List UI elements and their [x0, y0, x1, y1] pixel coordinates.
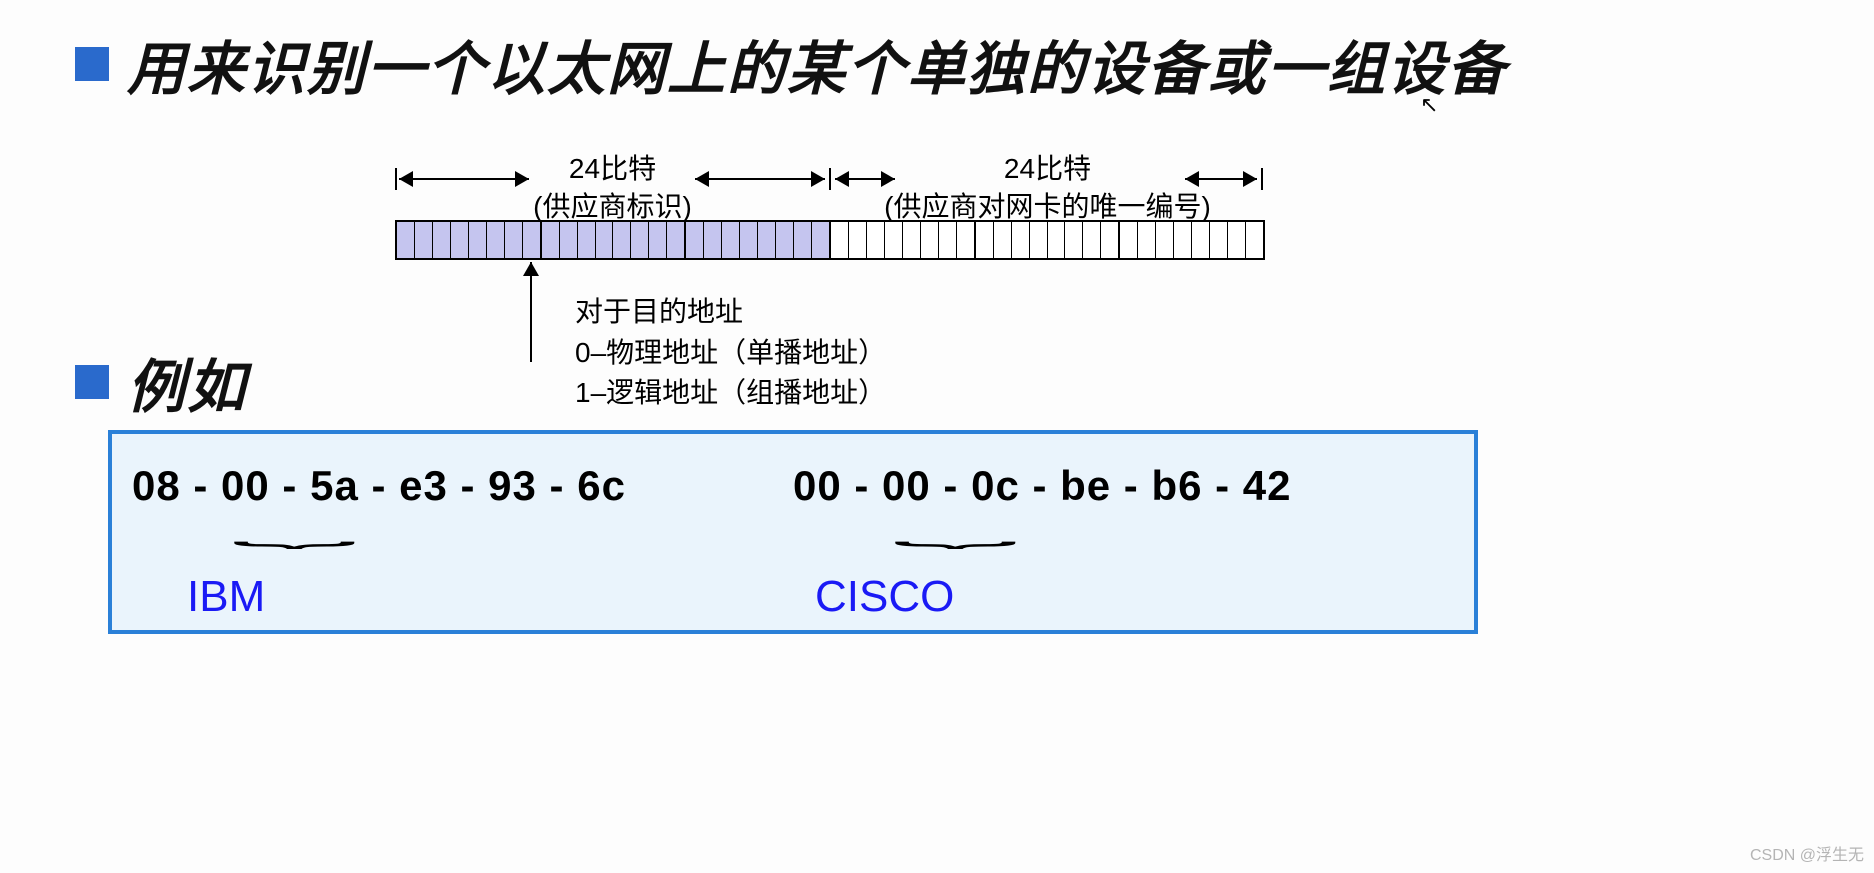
bit-tick	[1101, 222, 1118, 258]
dimension-arrows	[395, 178, 1265, 180]
bit-tick	[415, 222, 433, 258]
bit-tick	[523, 222, 540, 258]
bit-tick	[1174, 222, 1192, 258]
bit-tick	[613, 222, 631, 258]
bit-tick	[1156, 222, 1174, 258]
example-bullet: 例如	[75, 340, 247, 424]
right-bits: 24比特	[830, 150, 1265, 188]
watermark: CSDN @浮生无	[1750, 841, 1864, 865]
bit-tick	[1138, 222, 1156, 258]
bit-ruler	[395, 220, 1265, 260]
bit-tick	[994, 222, 1012, 258]
bit-tick	[649, 222, 667, 258]
bullet-icon	[75, 47, 109, 81]
brace-icon: ⏟	[893, 511, 1018, 549]
bit-tick	[740, 222, 758, 258]
byte-cell	[397, 222, 540, 258]
bit-tick	[776, 222, 794, 258]
annotation-text: 对于目的地址 0–物理地址（单播地址） 1–逻辑地址（组播地址）	[575, 292, 886, 414]
mac-address: 00 - 00 - 0c - be - b6 - 42	[793, 462, 1454, 510]
anno-line1: 对于目的地址	[575, 292, 886, 333]
bit-tick	[885, 222, 903, 258]
bit-tick	[1228, 222, 1246, 258]
bit-tick	[976, 222, 994, 258]
bit-tick	[686, 222, 704, 258]
bit-tick	[397, 222, 415, 258]
annotation-arrow-icon	[530, 262, 532, 362]
mac-address: 08 - 00 - 5a - e3 - 93 - 6c	[132, 462, 793, 510]
bit-tick	[433, 222, 451, 258]
bit-tick	[505, 222, 523, 258]
bit-tick	[487, 222, 505, 258]
bit-tick	[1210, 222, 1228, 258]
byte-cell	[974, 222, 1119, 258]
bit-tick	[903, 222, 921, 258]
bit-tick	[722, 222, 740, 258]
bit-tick	[578, 222, 596, 258]
byte-cell	[684, 222, 829, 258]
bit-tick	[542, 222, 560, 258]
bit-tick	[1048, 222, 1066, 258]
bit-tick	[921, 222, 939, 258]
bit-tick	[1083, 222, 1101, 258]
right-dim-label: 24比特 (供应商对网卡的唯一编号)	[830, 150, 1265, 226]
byte-cell	[540, 222, 685, 258]
bit-tick	[1030, 222, 1048, 258]
title-text: 用来识别一个以太网上的某个单独的设备或一组设备	[127, 22, 1507, 106]
example-box: 08 - 00 - 5a - e3 - 93 - 6c⏟IBM00 - 00 -…	[108, 430, 1478, 634]
vendor-label: CISCO	[815, 572, 954, 622]
bit-tick	[939, 222, 957, 258]
bit-tick	[831, 222, 849, 258]
mac-example: 08 - 00 - 5a - e3 - 93 - 6c⏟IBM	[132, 462, 793, 610]
bit-tick	[1012, 222, 1030, 258]
bit-tick	[758, 222, 776, 258]
bit-tick	[631, 222, 649, 258]
bit-tick	[794, 222, 812, 258]
bit-tick	[560, 222, 578, 258]
example-label: 例如	[127, 340, 247, 424]
bit-tick	[451, 222, 469, 258]
brace-icon: ⏟	[232, 511, 357, 549]
bit-tick	[1192, 222, 1210, 258]
mac-example: 00 - 00 - 0c - be - b6 - 42⏟CISCO	[793, 462, 1454, 610]
anno-line3: 1–逻辑地址（组播地址）	[575, 373, 886, 414]
bit-tick	[469, 222, 487, 258]
vendor-label: IBM	[187, 572, 265, 622]
anno-line2: 0–物理地址（单播地址）	[575, 333, 886, 374]
cursor-icon: ↖	[1420, 92, 1438, 118]
byte-cell	[829, 222, 974, 258]
bit-tick	[867, 222, 885, 258]
bit-tick	[596, 222, 614, 258]
bit-tick	[957, 222, 974, 258]
bullet-icon	[75, 365, 109, 399]
bit-tick	[849, 222, 867, 258]
bit-tick	[1246, 222, 1263, 258]
byte-cell	[1118, 222, 1263, 258]
bit-tick	[1120, 222, 1138, 258]
bit-tick	[812, 222, 829, 258]
title-bullet: 用来识别一个以太网上的某个单独的设备或一组设备	[75, 22, 1507, 106]
bit-tick	[704, 222, 722, 258]
bit-tick	[667, 222, 684, 258]
left-bits: 24比特	[395, 150, 830, 188]
bit-tick	[1065, 222, 1083, 258]
left-dim-label: 24比特 (供应商标识)	[395, 150, 830, 226]
